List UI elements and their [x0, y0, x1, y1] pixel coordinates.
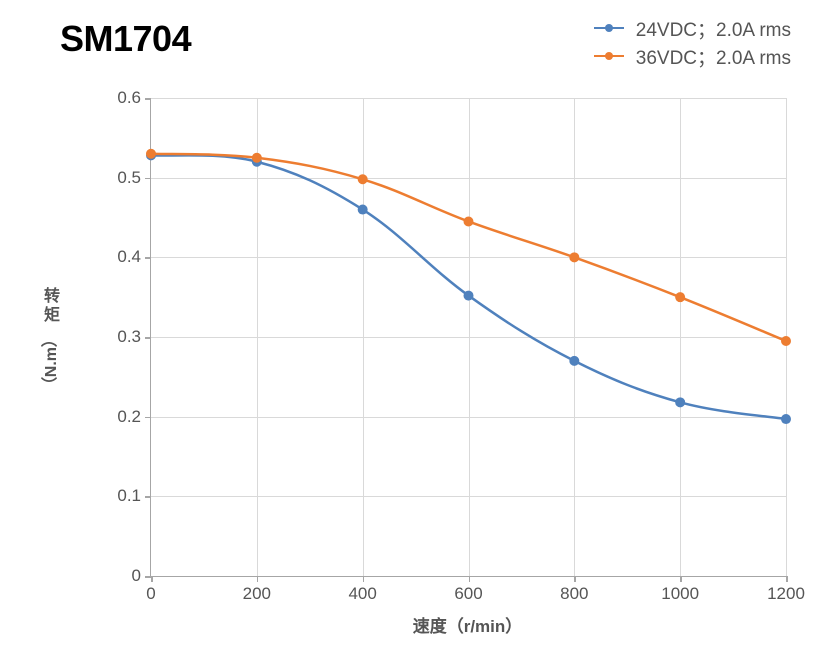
- y-axis-label-group: 转矩 （N.m）: [40, 287, 64, 394]
- legend-marker-icon: [605, 52, 613, 60]
- x-tick-label: 800: [560, 576, 588, 604]
- legend-label: 24VDC；2.0A rms: [636, 15, 791, 42]
- series-marker: [146, 150, 156, 160]
- grid-line-vertical: [257, 98, 258, 576]
- series-marker: [146, 149, 156, 159]
- x-tick-label: 1000: [661, 576, 699, 604]
- x-tick-label: 1200: [767, 576, 805, 604]
- y-axis-label-cn: 转矩: [40, 287, 64, 325]
- legend-item: 24VDC；2.0A rms: [594, 14, 791, 42]
- y-tick-label: 0.1: [117, 486, 151, 506]
- y-tick-label: 0.4: [117, 247, 151, 267]
- y-tick-label: 0.3: [117, 327, 151, 347]
- plot-area: 00.10.20.30.40.50.6020040060080010001200: [150, 98, 786, 577]
- y-axis-label-char: 转: [40, 287, 64, 306]
- grid-line-vertical: [574, 98, 575, 576]
- x-tick-label: 0: [146, 576, 155, 604]
- legend: 24VDC；2.0A rms36VDC；2.0A rms: [594, 14, 791, 70]
- x-tick-label: 400: [348, 576, 376, 604]
- legend-line-icon: [594, 55, 624, 57]
- y-tick-label: 0.6: [117, 88, 151, 108]
- x-tick-label: 600: [454, 576, 482, 604]
- x-tick-label: 200: [243, 576, 271, 604]
- grid-line-vertical: [786, 98, 787, 576]
- y-axis-label-unit: （N.m）: [40, 331, 64, 393]
- chart-title: SM1704: [60, 18, 191, 60]
- grid-line-vertical: [363, 98, 364, 576]
- legend-item: 36VDC；2.0A rms: [594, 42, 791, 70]
- legend-marker-icon: [605, 24, 613, 32]
- y-tick-label: 0.2: [117, 407, 151, 427]
- grid-line-vertical: [469, 98, 470, 576]
- legend-label: 36VDC；2.0A rms: [636, 43, 791, 70]
- y-tick-label: 0.5: [117, 168, 151, 188]
- grid-line-vertical: [680, 98, 681, 576]
- x-axis-label: 速度（r/min）: [413, 612, 523, 637]
- legend-line-icon: [594, 27, 624, 29]
- y-axis-label-char: 矩: [40, 306, 64, 325]
